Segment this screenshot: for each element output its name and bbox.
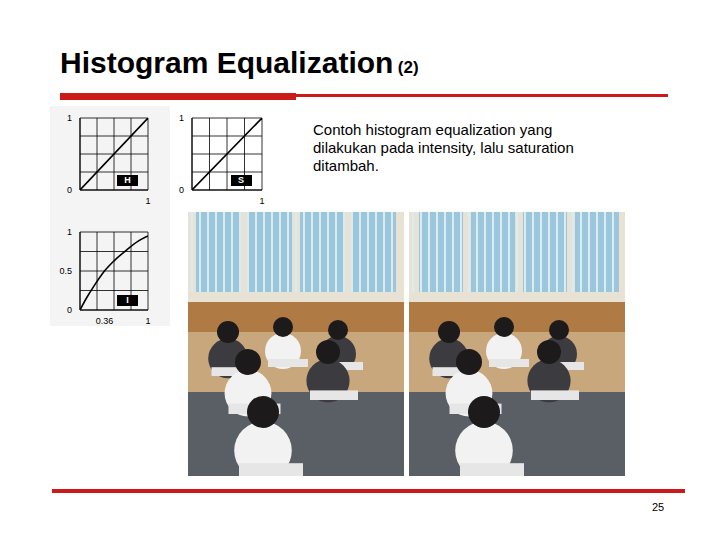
html-text:25: 25: [652, 501, 665, 513]
svg-text:1: 1: [259, 196, 264, 205]
svg-text:0: 0: [67, 185, 72, 195]
svg-text:1: 1: [145, 316, 150, 325]
html-text:Contoh histogram equalization: Contoh histogram equalization yang: [313, 121, 553, 138]
html-text:dilakukan pada intensity, lalu: dilakukan pada intensity, lalu saturatio…: [313, 139, 574, 156]
svg-text:1: 1: [179, 113, 184, 123]
html-text:Histogram Equalization(2): Histogram Equalization(2): [60, 46, 419, 79]
svg-text:1: 1: [145, 196, 150, 205]
svg-text:0: 0: [179, 185, 184, 195]
html-text:H: H: [124, 175, 131, 185]
svg-text:0.36: 0.36: [96, 316, 114, 325]
svg-text:1: 1: [67, 227, 72, 237]
html-text:I: I: [126, 295, 129, 305]
html-text:S: S: [238, 175, 244, 185]
svg-text:0.5: 0.5: [59, 266, 72, 276]
svg-text:0: 0: [67, 305, 72, 315]
svg-text:1: 1: [67, 113, 72, 123]
html-text:ditambah.: ditambah.: [313, 157, 379, 174]
